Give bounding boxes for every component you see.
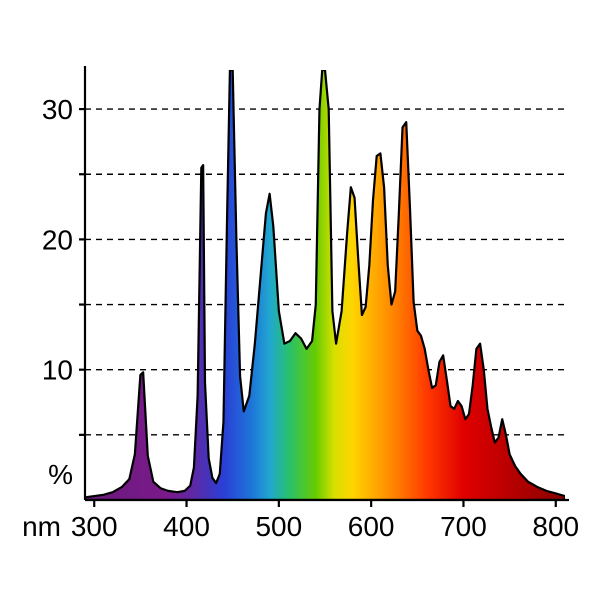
x-tick-label: 600	[348, 511, 395, 542]
x-tick-label: 800	[532, 511, 579, 542]
x-tick-label: 700	[440, 511, 487, 542]
x-tick-label: 300	[71, 511, 118, 542]
x-tick-label: 400	[163, 511, 210, 542]
y-tick-label: 20	[42, 224, 73, 255]
spectrum-chart: 10 20 30% 300 400 500 600 700 800 nm	[0, 0, 600, 600]
y-tick-label: 30	[42, 94, 73, 125]
x-axis-label: nm	[22, 511, 61, 542]
y-tick-label: 10	[42, 355, 73, 386]
y-axis-label: %	[48, 459, 73, 490]
x-tick-label: 500	[255, 511, 302, 542]
